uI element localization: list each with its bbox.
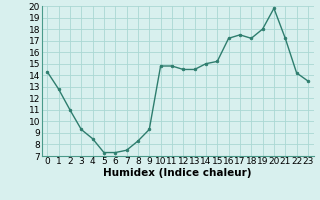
- X-axis label: Humidex (Indice chaleur): Humidex (Indice chaleur): [103, 168, 252, 178]
